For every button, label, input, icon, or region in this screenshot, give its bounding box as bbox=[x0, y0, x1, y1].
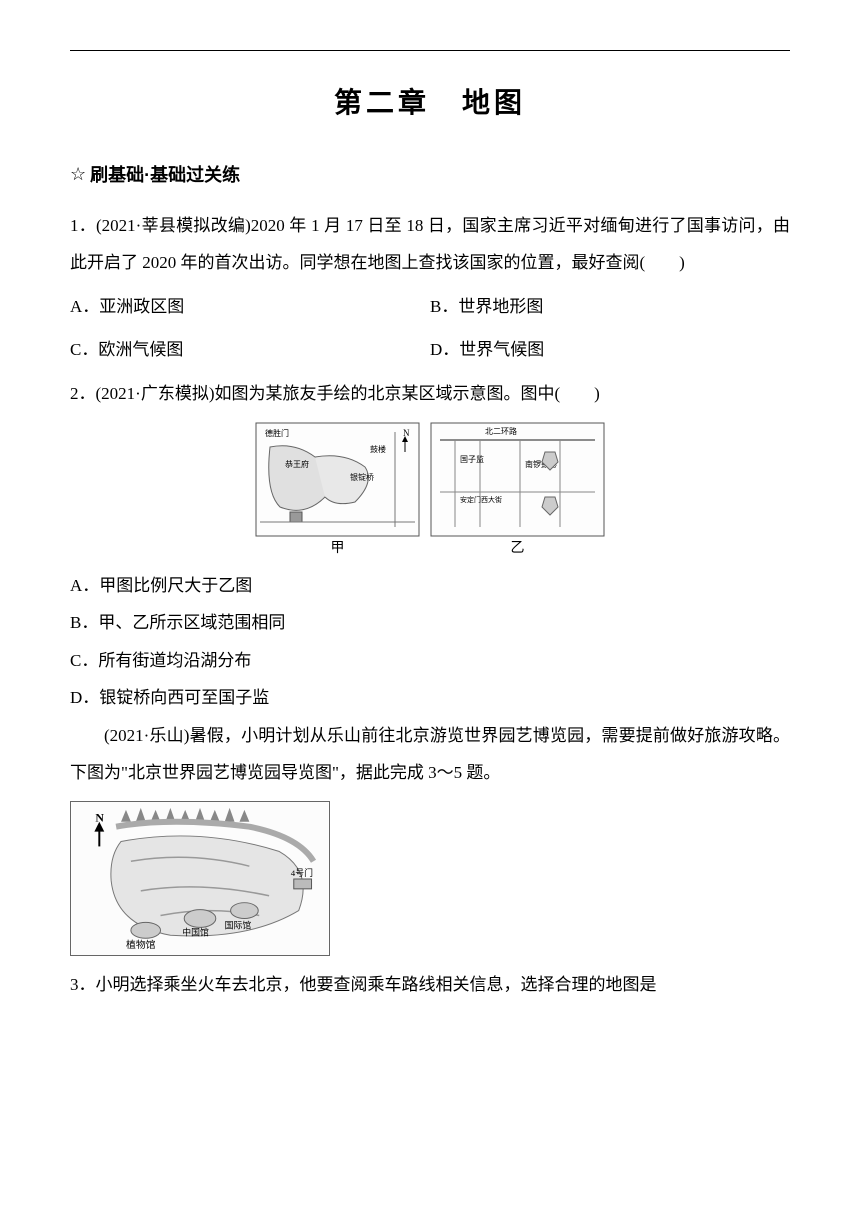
question-1-options-row-1: A．亚洲政区图 B．世界地形图 bbox=[70, 288, 790, 325]
svg-text:安定门西大街: 安定门西大街 bbox=[460, 495, 502, 504]
option-1c: C．欧洲气候图 bbox=[70, 331, 430, 368]
svg-text:德胜门: 德胜门 bbox=[265, 428, 289, 438]
expo-map-icon: N 4号门 植物馆 中国馆 国际馆 bbox=[70, 801, 330, 956]
svg-text:4号门: 4号门 bbox=[291, 867, 313, 878]
option-1d: D．世界气候图 bbox=[430, 331, 790, 368]
top-divider bbox=[70, 50, 790, 51]
svg-text:国际馆: 国际馆 bbox=[225, 920, 252, 931]
svg-text:N: N bbox=[95, 811, 104, 825]
section-header: ☆ 刷基础·基础过关练 bbox=[70, 161, 790, 187]
svg-text:N: N bbox=[403, 428, 410, 438]
svg-text:植物馆: 植物馆 bbox=[126, 938, 156, 951]
figure-1-container: N 德胜门 恭王府 鼓楼 银锭桥 甲 北二环路 bbox=[70, 422, 790, 557]
option-2d: D．银锭桥向西可至国子监 bbox=[70, 679, 790, 716]
question-2-stem: 2．(2021·广东模拟)如图为某旅友手绘的北京某区域示意图。图中( ) bbox=[70, 375, 790, 412]
chapter-title: 第二章 地图 bbox=[70, 81, 790, 121]
star-icon: ☆ bbox=[70, 164, 86, 185]
svg-text:国子监: 国子监 bbox=[460, 454, 484, 464]
svg-text:恭王府: 恭王府 bbox=[285, 459, 309, 469]
svg-text:中国馆: 中国馆 bbox=[182, 927, 209, 938]
svg-text:银锭桥: 银锭桥 bbox=[350, 472, 374, 482]
map-yi-icon: 北二环路 安定门西大街 南锣鼓巷 国子监 bbox=[430, 422, 605, 537]
svg-text:鼓楼: 鼓楼 bbox=[370, 444, 386, 454]
question-1-stem: 1．(2021·莘县模拟改编)2020 年 1 月 17 日至 18 日，国家主… bbox=[70, 207, 790, 282]
option-2c: C．所有街道均沿湖分布 bbox=[70, 642, 790, 679]
caption-yi: 乙 bbox=[430, 537, 605, 557]
figure-2-container: N 4号门 植物馆 中国馆 国际馆 bbox=[70, 801, 790, 956]
caption-jia: 甲 bbox=[255, 537, 420, 557]
section-title: 刷基础·基础过关练 bbox=[90, 161, 240, 187]
svg-text:北二环路: 北二环路 bbox=[485, 426, 517, 436]
option-1a: A．亚洲政区图 bbox=[70, 288, 430, 325]
option-2b: B．甲、乙所示区域范围相同 bbox=[70, 604, 790, 641]
option-1b: B．世界地形图 bbox=[430, 288, 790, 325]
option-2a: A．甲图比例尺大于乙图 bbox=[70, 567, 790, 604]
passage-text: (2021·乐山)暑假，小明计划从乐山前往北京游览世界园艺博览园，需要提前做好旅… bbox=[70, 717, 790, 792]
map-jia-icon: N 德胜门 恭王府 鼓楼 银锭桥 bbox=[255, 422, 420, 537]
question-3-stem: 3．小明选择乘坐火车去北京，他要查阅乘车路线相关信息，选择合理的地图是 bbox=[70, 966, 790, 1003]
question-1-options-row-2: C．欧洲气候图 D．世界气候图 bbox=[70, 331, 790, 368]
